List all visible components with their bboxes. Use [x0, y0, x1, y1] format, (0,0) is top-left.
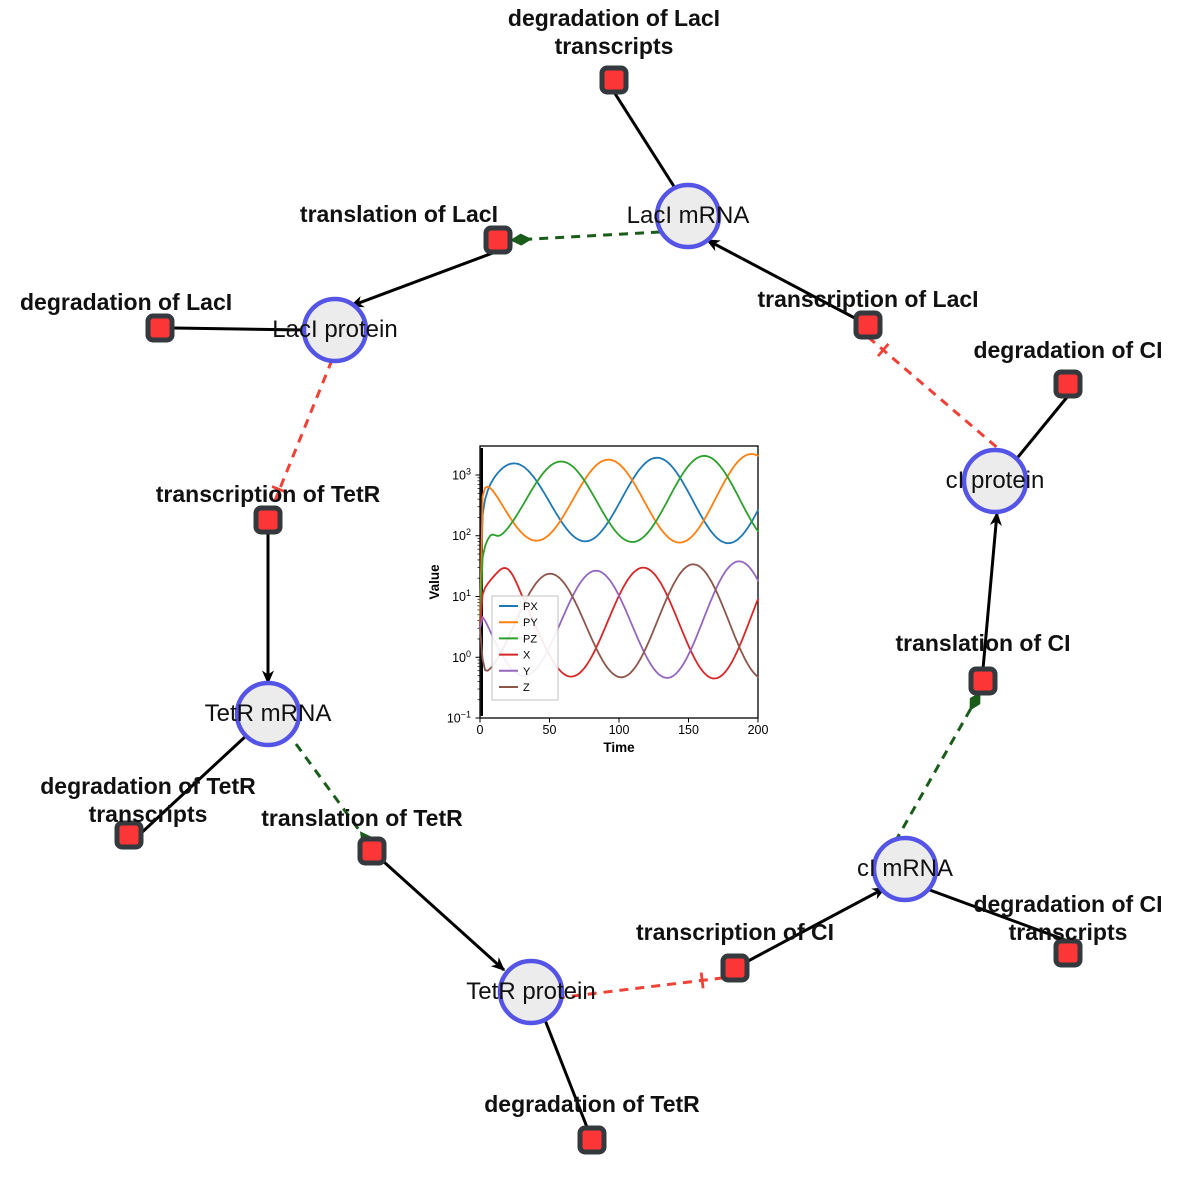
svg-text:Value: Value	[427, 564, 442, 600]
svg-text:Y: Y	[523, 666, 531, 678]
svg-text:102: 102	[452, 527, 471, 543]
svg-text:Z: Z	[523, 682, 530, 694]
svg-text:Time: Time	[603, 740, 635, 755]
svg-text:101: 101	[452, 588, 471, 604]
svg-text:PY: PY	[523, 617, 538, 629]
svg-text:100: 100	[609, 723, 630, 737]
svg-text:10−1: 10−1	[447, 710, 471, 726]
svg-text:150: 150	[678, 723, 699, 737]
svg-text:50: 50	[543, 723, 557, 737]
svg-text:200: 200	[748, 723, 769, 737]
svg-text:PX: PX	[523, 601, 538, 613]
svg-text:PZ: PZ	[523, 633, 537, 645]
svg-text:103: 103	[452, 466, 471, 482]
svg-text:100: 100	[452, 649, 471, 665]
svg-text:X: X	[523, 650, 531, 662]
svg-text:0: 0	[477, 723, 484, 737]
